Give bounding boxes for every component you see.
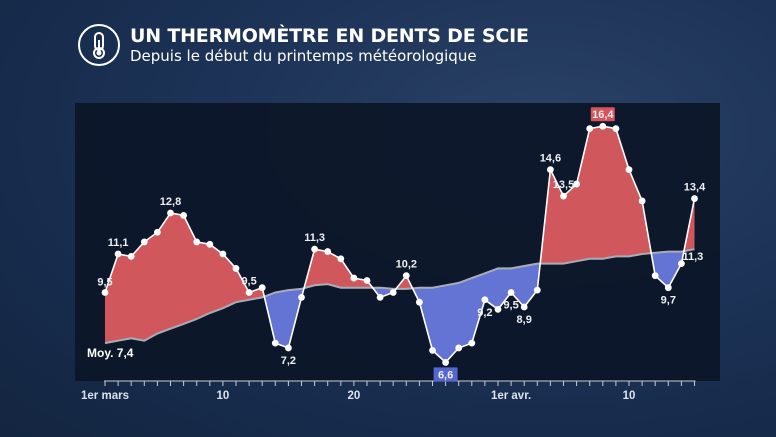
data-point	[455, 344, 463, 352]
data-point	[599, 122, 607, 130]
data-label: 11,1	[108, 237, 129, 249]
max-value-badge	[590, 107, 615, 122]
data-point	[416, 298, 423, 306]
normal-line	[104, 248, 695, 345]
data-label: 14,6	[540, 153, 561, 165]
data-point	[245, 289, 253, 296]
chart-title: UN THERMOMÈTRE EN DENTS DE SCIE	[130, 24, 529, 47]
data-point	[389, 289, 397, 296]
x-tick-label: 1er avr.	[491, 390, 531, 402]
data-point	[507, 289, 515, 296]
data-point	[664, 284, 672, 292]
data-point	[402, 272, 410, 280]
data-point	[271, 339, 279, 347]
data-point	[324, 248, 332, 255]
data-point	[167, 209, 174, 217]
data-label: 12,8	[160, 196, 181, 208]
data-point	[258, 284, 266, 292]
data-label: 16,4	[592, 109, 614, 121]
data-point	[468, 339, 476, 347]
x-tick-label: 20	[348, 390, 361, 402]
data-label: 6,6	[438, 369, 453, 381]
data-point	[691, 195, 698, 202]
data-point	[114, 250, 122, 258]
chart-subtitle: Depuis le début du printemps météorologi…	[130, 46, 477, 65]
data-point	[560, 192, 567, 200]
data-point	[429, 346, 436, 354]
data-label: 9,7	[661, 295, 676, 307]
x-tick-label: 10	[217, 390, 230, 402]
data-label: 10,2	[396, 259, 417, 271]
normal-end-label: 11,3	[683, 251, 704, 263]
data-point	[154, 228, 161, 236]
data-point	[363, 277, 371, 284]
x-tick-label: 1er mars	[81, 390, 129, 402]
data-point	[350, 274, 358, 282]
data-point	[206, 240, 214, 248]
data-point	[140, 238, 148, 246]
data-point	[298, 293, 305, 301]
data-point	[573, 180, 580, 188]
data-point	[219, 250, 227, 258]
data-point	[376, 293, 384, 301]
data-label: 9,5	[503, 300, 518, 312]
data-point	[494, 306, 502, 313]
data-point	[547, 166, 554, 174]
data-label: 13,5	[553, 179, 574, 191]
data-point	[638, 197, 646, 205]
data-label: 9,5	[241, 276, 256, 288]
data-point	[285, 344, 292, 352]
thermometer-icon	[78, 24, 120, 66]
data-label: 8,9	[517, 314, 532, 326]
data-label: 13,4	[684, 182, 706, 194]
data-label: 7,2	[281, 355, 296, 367]
data-point	[442, 359, 449, 366]
x-tick-label: 10	[623, 390, 636, 402]
data-point	[337, 255, 345, 263]
data-point	[481, 296, 489, 304]
data-point	[533, 286, 541, 294]
data-point	[678, 260, 685, 268]
data-point	[586, 125, 594, 133]
data-point	[193, 238, 201, 246]
data-label: 11,3	[304, 232, 325, 244]
min-value-badge	[433, 367, 458, 382]
data-point	[180, 212, 188, 219]
data-point	[127, 252, 135, 260]
data-point	[520, 303, 528, 311]
data-point	[101, 289, 109, 296]
data-point	[232, 265, 240, 272]
data-point	[651, 272, 659, 280]
header: UN THERMOMÈTRE EN DENTS DE SCIE Depuis l…	[78, 24, 529, 66]
data-label: 9,5	[97, 277, 112, 289]
data-point	[311, 245, 318, 253]
observed-line	[104, 125, 696, 364]
normal-start-label: Moy. 7,4	[87, 346, 134, 360]
data-point	[625, 166, 633, 174]
data-label: 9,2	[477, 307, 492, 319]
above-normal-area	[105, 126, 695, 344]
data-point	[612, 125, 620, 133]
